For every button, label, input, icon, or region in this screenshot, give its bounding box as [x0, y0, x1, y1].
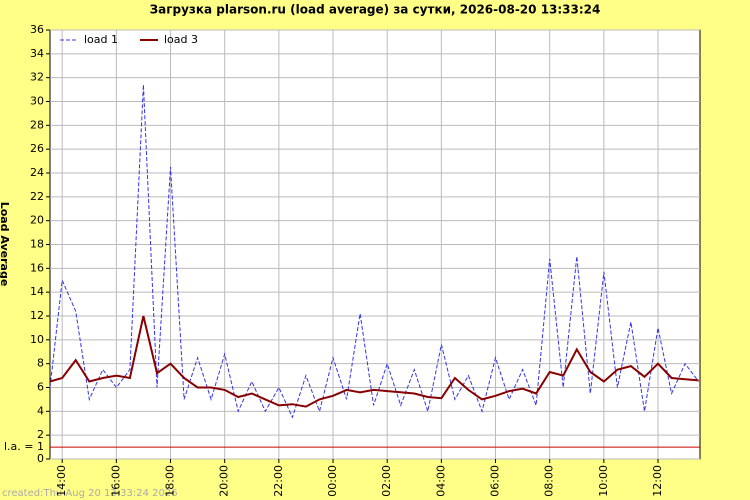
x-tick-label: 20:00 [218, 465, 231, 497]
x-tick-label: 06:00 [489, 465, 502, 497]
y-tick-label: 10 [30, 333, 44, 346]
x-tick-label: 00:00 [326, 465, 339, 497]
y-tick-label: 16 [30, 261, 44, 274]
y-tick-label: 26 [30, 142, 44, 155]
y-tick-label: 12 [30, 309, 44, 322]
series-line [49, 84, 699, 419]
y-tick-label: 6 [37, 381, 44, 394]
y-tick-label: 4 [37, 404, 44, 417]
y-axis-label: Load Average [0, 202, 11, 287]
y-tick-label: 24 [30, 166, 44, 179]
x-tick-label: 14:00 [55, 465, 68, 497]
footer: created:Thu Aug 20 13:33:24 2026 [2, 488, 178, 499]
y-tick-label: 2 [37, 428, 44, 441]
y-tick-label: 18 [30, 238, 44, 251]
x-tick-label: 12:00 [651, 465, 664, 497]
x-tick-label: 02:00 [380, 465, 393, 497]
threshold-label: l.a. = 1 [4, 440, 44, 453]
series-line [49, 315, 699, 408]
legend-label: load 1 [84, 33, 118, 46]
y-tick-label: 32 [30, 71, 44, 84]
x-tick-label: 18:00 [164, 465, 177, 497]
x-tick-label: 10:00 [597, 465, 610, 497]
y-tick-label: 14 [30, 285, 44, 298]
y-tick-label: 34 [30, 47, 44, 60]
y-tick-label: 30 [30, 95, 44, 108]
y-tick-label: 0 [37, 452, 44, 465]
chart-title: Загрузка plarson.ru (load average) за су… [150, 3, 601, 17]
y-tick-label: 28 [30, 118, 44, 131]
x-tick-label: 04:00 [434, 465, 447, 497]
x-tick-label: 16:00 [109, 465, 122, 497]
y-tick-label: 20 [30, 214, 44, 227]
x-tick-label: 08:00 [543, 465, 556, 497]
x-tick-label: 22:00 [272, 465, 285, 497]
y-tick-label: 36 [30, 23, 44, 36]
legend-label: load 3 [164, 33, 198, 46]
y-tick-label: 22 [30, 190, 44, 203]
y-tick-label: 8 [37, 357, 44, 370]
